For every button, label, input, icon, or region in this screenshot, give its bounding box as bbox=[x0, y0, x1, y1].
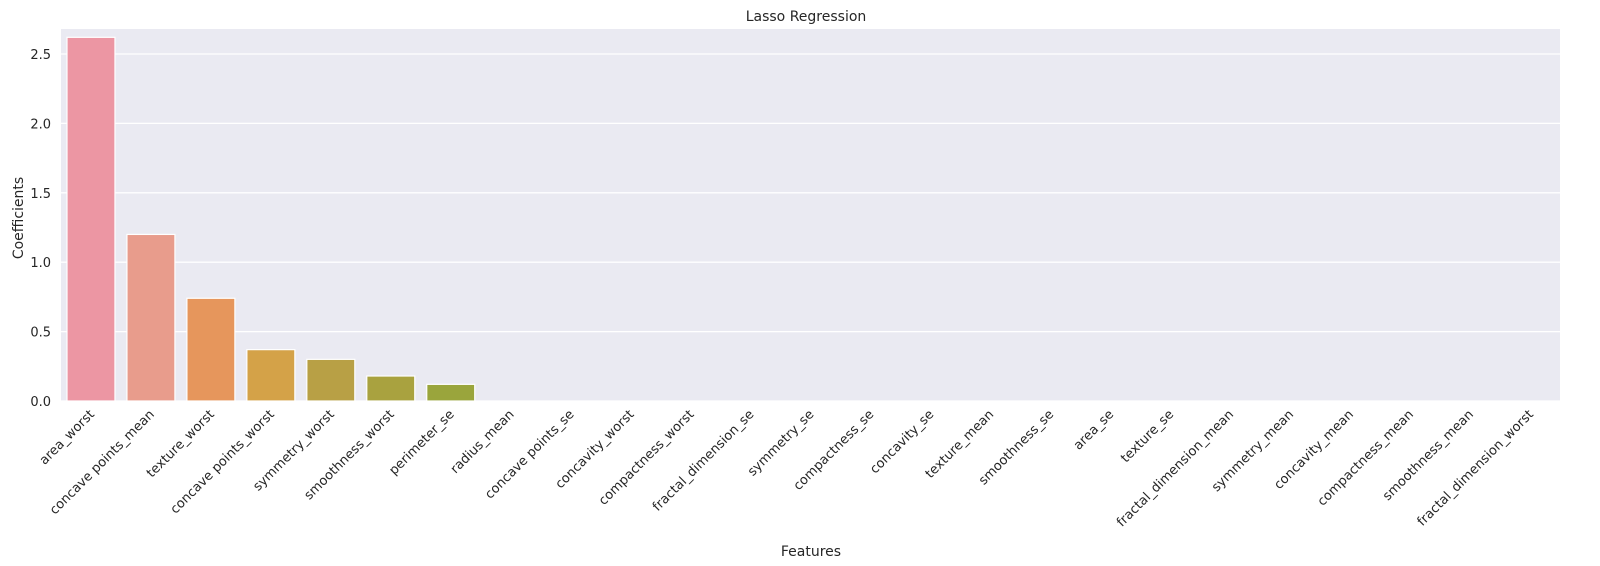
bar-area-worst bbox=[66, 36, 116, 402]
y-tick-label: 0.0 bbox=[30, 395, 51, 410]
bar-texture-worst bbox=[186, 297, 236, 402]
bars bbox=[66, 36, 476, 402]
chart-title: Lasso Regression bbox=[746, 9, 867, 25]
x-tick-label: concave points_worst bbox=[168, 407, 278, 517]
y-tick-label: 2.0 bbox=[30, 117, 51, 132]
y-tick-label: 0.5 bbox=[30, 326, 51, 341]
bar-concave-points-worst bbox=[246, 349, 296, 402]
x-tick-label: concave points_mean bbox=[47, 407, 158, 518]
y-axis-label: Coefficients bbox=[11, 177, 27, 259]
x-axis-label: Features bbox=[781, 544, 841, 560]
x-tick-label: area_worst bbox=[37, 407, 98, 468]
gridlines bbox=[61, 53, 1560, 402]
x-tick-label: texture_se bbox=[1118, 407, 1177, 466]
bar-perimeter-se bbox=[426, 383, 476, 402]
y-tick-labels: 0.0 0.5 1.0 1.5 2.0 2.5 bbox=[30, 48, 51, 410]
plot-area bbox=[61, 29, 1560, 401]
x-tick-label: area_se bbox=[1071, 407, 1117, 453]
x-tick-label: fractal_dimension_worst bbox=[1415, 407, 1537, 529]
bar-concave-points-mean bbox=[126, 233, 176, 402]
y-tick-label: 1.0 bbox=[30, 256, 51, 271]
bar-symmetry-worst bbox=[306, 358, 356, 402]
x-tick-label: fractal_dimension_se bbox=[650, 407, 757, 514]
y-tick-label: 1.5 bbox=[30, 187, 51, 202]
x-tick-label: fractal_dimension_mean bbox=[1114, 407, 1237, 530]
y-tick-label: 2.5 bbox=[30, 48, 51, 63]
bar-smoothness-worst bbox=[366, 375, 416, 402]
